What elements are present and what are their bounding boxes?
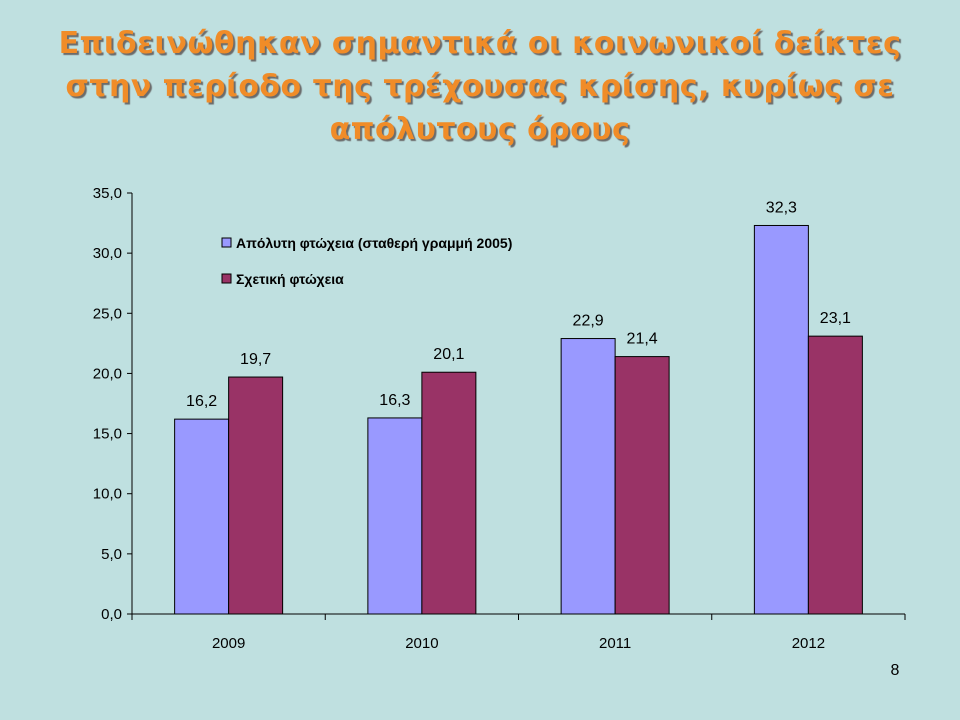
- bar-absolute-poverty: [560, 338, 616, 615]
- bar-absolute-poverty: [174, 418, 230, 615]
- y-tick-label: 10,0: [93, 486, 122, 503]
- data-label: 20,1: [433, 346, 464, 363]
- x-tick-label: 2010: [405, 635, 438, 652]
- page-number: 8: [890, 662, 900, 679]
- y-tick-label: 5,0: [101, 546, 122, 563]
- data-label: 32,3: [766, 199, 797, 216]
- data-label: 16,3: [379, 392, 410, 409]
- x-tick-label: 2012: [792, 635, 825, 652]
- y-tick-label: 25,0: [93, 305, 122, 322]
- y-tick-label: 35,0: [93, 185, 122, 202]
- y-tick-label: 30,0: [93, 245, 122, 262]
- x-tick-label: 2009: [212, 635, 245, 652]
- x-tick-label: 2011: [599, 635, 631, 652]
- bar-relative-poverty: [421, 371, 477, 615]
- legend-label-1: Απόλυτη φτώχεια (σταθερή γραμμή 2005): [236, 235, 512, 251]
- legend-label-2: Σχετική φτώχεια: [236, 271, 344, 287]
- y-tick-label: 0,0: [101, 606, 122, 623]
- slide-title: Επιδεινώθηκαν σημαντικά οι κοινωνικοί δε…: [58, 26, 902, 147]
- bar-relative-poverty: [228, 376, 284, 615]
- y-tick-label: 15,0: [93, 426, 122, 443]
- data-label: 22,9: [573, 313, 604, 330]
- data-label: 21,4: [627, 331, 658, 348]
- bar-relative-poverty: [807, 335, 863, 615]
- legend-swatch-1: [221, 237, 232, 248]
- data-label: 19,7: [240, 351, 271, 368]
- bar-absolute-poverty: [753, 224, 809, 615]
- data-label: 16,2: [186, 393, 217, 410]
- legend-swatch-2: [221, 273, 232, 284]
- bar-absolute-poverty: [367, 417, 423, 615]
- data-label: 23,1: [820, 310, 851, 327]
- bar-relative-poverty: [614, 356, 670, 615]
- y-tick-label: 20,0: [93, 365, 122, 382]
